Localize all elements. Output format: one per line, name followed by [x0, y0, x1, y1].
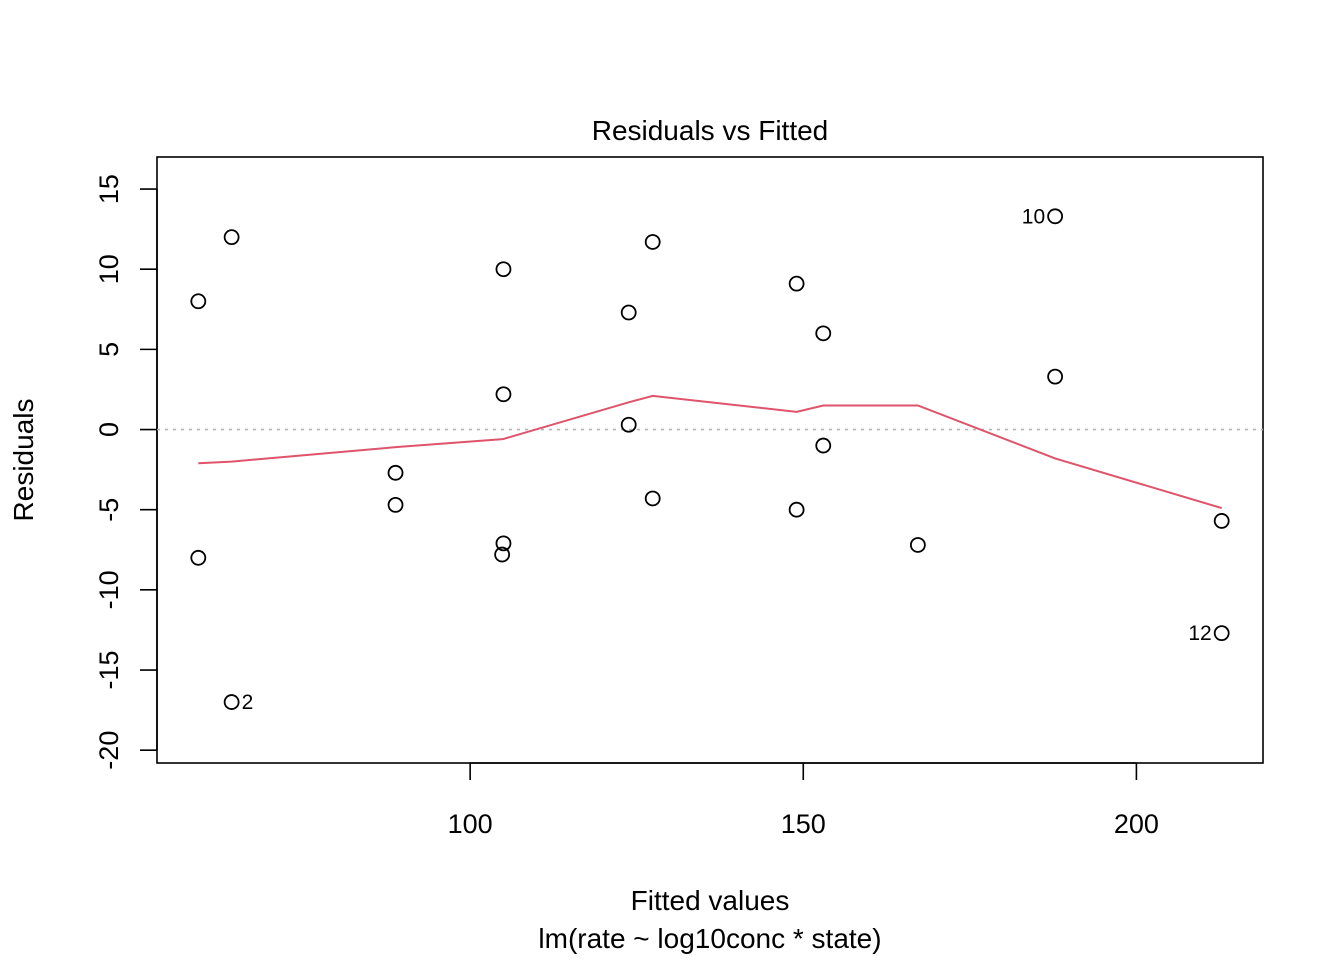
data-point	[494, 546, 511, 563]
data-point	[644, 234, 661, 250]
point-label: 12	[1188, 622, 1211, 645]
data-point	[495, 535, 512, 552]
y-tick-label: 10	[94, 254, 124, 284]
data-point	[815, 437, 832, 454]
data-point	[1047, 368, 1064, 385]
y-tick-label: -10	[94, 570, 124, 609]
data-point	[909, 537, 926, 553]
data-point	[788, 275, 805, 292]
x-tick-label: 100	[448, 809, 493, 839]
x-axis-title: Fitted values	[631, 885, 790, 916]
smoother-line	[198, 394, 1222, 510]
data-point	[190, 293, 207, 310]
y-tick-label: -15	[94, 651, 124, 690]
data-point	[223, 694, 240, 710]
y-axis: -20 -15 -10 -5 0 5 10 15	[94, 174, 158, 770]
points-layer: 2 10 12	[190, 205, 1230, 714]
data-point	[1213, 625, 1230, 642]
x-tick-label: 150	[781, 809, 826, 839]
data-point	[223, 229, 240, 246]
x-axis: 100 150 200	[448, 762, 1159, 839]
y-tick-label: 15	[94, 174, 124, 204]
data-point	[495, 386, 512, 403]
data-point	[1047, 208, 1064, 225]
data-point	[644, 490, 661, 507]
y-tick-label: 0	[94, 422, 124, 437]
plot-frame	[156, 156, 1264, 764]
y-tick-label: -20	[94, 731, 124, 770]
data-point	[387, 464, 404, 481]
data-point	[815, 325, 832, 342]
data-point	[495, 261, 512, 278]
data-point	[620, 304, 637, 321]
data-point	[620, 416, 637, 433]
y-axis-title: Residuals	[8, 399, 39, 522]
point-label: 10	[1022, 205, 1045, 228]
y-tick-label: -5	[94, 498, 124, 522]
y-tick-label: 5	[94, 342, 124, 357]
data-point	[387, 496, 404, 513]
x-tick-label: 200	[1114, 809, 1159, 839]
data-point	[190, 549, 207, 566]
model-formula-subtitle: lm(rate ~ log10conc * state)	[538, 923, 881, 954]
point-label: 2	[242, 691, 254, 714]
chart-title: Residuals vs Fitted	[592, 115, 829, 146]
data-point	[1213, 513, 1230, 529]
data-point	[788, 501, 805, 518]
